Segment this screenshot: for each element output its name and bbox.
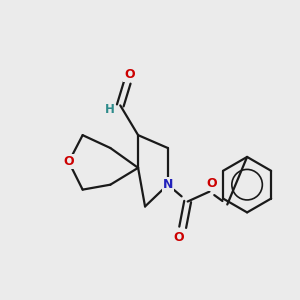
Text: O: O (63, 155, 74, 168)
Text: N: N (163, 178, 173, 191)
Text: H: H (104, 103, 114, 116)
Text: O: O (124, 68, 134, 81)
Text: O: O (173, 231, 184, 244)
Text: O: O (206, 177, 217, 190)
